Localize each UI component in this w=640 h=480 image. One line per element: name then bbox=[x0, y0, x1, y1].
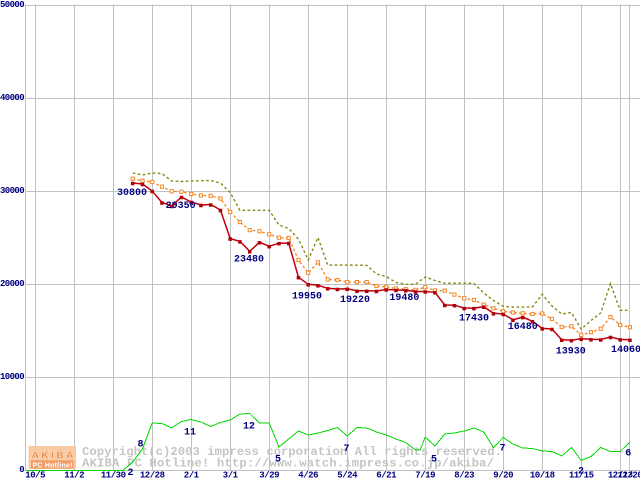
svg-text:40000: 40000 bbox=[0, 93, 24, 103]
svg-text:10000: 10000 bbox=[0, 372, 24, 382]
svg-text:7: 7 bbox=[499, 444, 505, 455]
svg-text:16480: 16480 bbox=[508, 322, 538, 333]
svg-text:5: 5 bbox=[275, 455, 281, 466]
svg-text:30800: 30800 bbox=[117, 188, 147, 199]
svg-text:19480: 19480 bbox=[389, 293, 419, 304]
svg-text:14060: 14060 bbox=[611, 345, 640, 356]
svg-text:12/20: 12/20 bbox=[618, 471, 640, 480]
svg-text:17430: 17430 bbox=[459, 314, 489, 325]
svg-text:29350: 29350 bbox=[166, 201, 196, 212]
svg-text:30000: 30000 bbox=[0, 186, 24, 196]
svg-text:AKIBA: AKIBA bbox=[32, 450, 74, 462]
svg-text:11: 11 bbox=[184, 428, 196, 439]
svg-text:3/29: 3/29 bbox=[259, 471, 279, 480]
svg-text:10/5: 10/5 bbox=[25, 471, 45, 480]
svg-text:8: 8 bbox=[137, 440, 143, 451]
svg-text:20000: 20000 bbox=[0, 279, 24, 289]
svg-text:10/18: 10/18 bbox=[530, 471, 555, 480]
svg-text:3/1: 3/1 bbox=[223, 471, 239, 480]
svg-text:5/24: 5/24 bbox=[337, 471, 358, 480]
svg-text:23480: 23480 bbox=[234, 255, 264, 266]
svg-text:5: 5 bbox=[431, 455, 437, 466]
svg-text:6/21: 6/21 bbox=[376, 471, 397, 480]
svg-text:11/2: 11/2 bbox=[64, 471, 84, 480]
svg-text:50000: 50000 bbox=[0, 0, 24, 10]
svg-text:Copyright(c)2003 impress corpo: Copyright(c)2003 impress corporation All… bbox=[82, 445, 502, 459]
svg-text:19950: 19950 bbox=[292, 292, 322, 303]
svg-text:6: 6 bbox=[625, 449, 631, 460]
svg-text:0: 0 bbox=[19, 465, 24, 475]
svg-text:12/28: 12/28 bbox=[140, 471, 165, 480]
svg-text:19220: 19220 bbox=[340, 295, 370, 306]
svg-text:12/13: 12/13 bbox=[608, 471, 633, 480]
svg-text:2: 2 bbox=[127, 468, 133, 479]
svg-text:2/1: 2/1 bbox=[184, 471, 200, 480]
svg-text:13930: 13930 bbox=[556, 347, 586, 358]
svg-text:2: 2 bbox=[578, 467, 584, 478]
svg-text:7: 7 bbox=[343, 444, 349, 455]
svg-text:11/30: 11/30 bbox=[101, 471, 126, 480]
svg-text:4/26: 4/26 bbox=[298, 471, 318, 480]
svg-text:9/20: 9/20 bbox=[493, 471, 513, 480]
svg-text:8/23: 8/23 bbox=[454, 471, 474, 480]
svg-text:AKIBA PC Hotline! http://www.: AKIBA PC Hotline! http://www.watch.impre… bbox=[82, 457, 494, 471]
svg-text:11/15: 11/15 bbox=[569, 471, 594, 480]
svg-text:PC Hotline!: PC Hotline! bbox=[33, 462, 73, 469]
svg-text:7/19: 7/19 bbox=[415, 471, 435, 480]
svg-text:12: 12 bbox=[243, 422, 255, 433]
